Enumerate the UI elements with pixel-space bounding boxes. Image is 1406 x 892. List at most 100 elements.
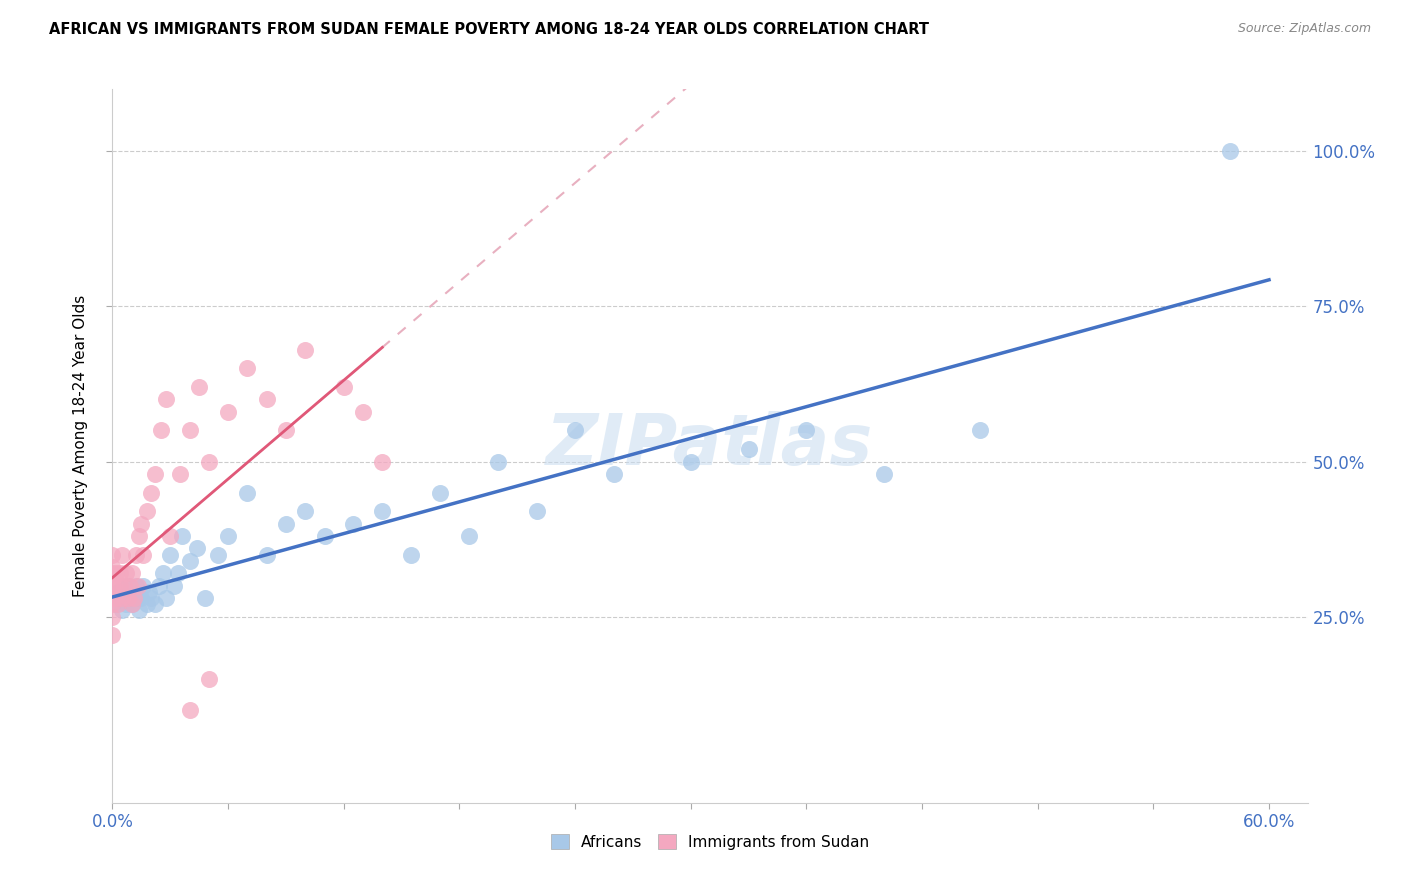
Point (159, 548, 181, 562)
Point (155, 591, 177, 605)
Point (132, 579, 155, 593)
Point (118, 591, 141, 605)
Point (107, 597, 129, 611)
Point (138, 584, 160, 599)
Point (186, 541, 208, 556)
Point (103, 591, 125, 605)
Point (121, 597, 143, 611)
Point (256, 548, 278, 562)
Point (121, 597, 143, 611)
Point (274, 516, 297, 531)
Point (564, 424, 586, 438)
Point (105, 566, 128, 581)
Point (401, 548, 423, 562)
Point (107, 584, 129, 599)
Point (101, 597, 124, 611)
Point (256, 392, 278, 407)
Point (342, 516, 364, 531)
Point (236, 485, 259, 500)
Point (1219, 145, 1241, 159)
Point (352, 405, 374, 419)
Point (179, 554, 201, 568)
Point (115, 566, 138, 581)
Point (101, 609, 124, 624)
Point (139, 591, 162, 605)
Point (139, 485, 162, 500)
Point (167, 566, 190, 581)
Point (131, 591, 153, 605)
Point (188, 380, 211, 394)
Point (294, 504, 316, 518)
Point (132, 548, 155, 562)
Point (179, 424, 201, 438)
Point (217, 529, 239, 543)
Point (872, 467, 894, 481)
Point (207, 548, 229, 562)
Point (136, 504, 159, 518)
Point (108, 566, 131, 581)
Point (236, 361, 259, 376)
Point (163, 579, 186, 593)
Point (117, 591, 139, 605)
Point (602, 467, 624, 481)
Point (737, 442, 759, 456)
Point (170, 529, 193, 543)
Point (429, 485, 451, 500)
Point (101, 579, 124, 593)
Point (371, 504, 394, 518)
Point (118, 579, 141, 593)
Legend: Africans, Immigrants from Sudan: Africans, Immigrants from Sudan (544, 828, 876, 855)
Point (101, 548, 124, 562)
Point (124, 579, 146, 593)
Point (969, 424, 991, 438)
Point (105, 597, 128, 611)
Point (217, 405, 239, 419)
Point (111, 591, 134, 605)
Y-axis label: Female Poverty Among 18-24 Year Olds: Female Poverty Among 18-24 Year Olds (73, 295, 89, 597)
Point (101, 628, 124, 642)
Point (112, 579, 135, 593)
Point (679, 454, 702, 468)
Point (122, 591, 145, 605)
Point (155, 392, 177, 407)
Point (143, 597, 166, 611)
Point (122, 591, 145, 605)
Point (121, 584, 143, 599)
Point (796, 424, 818, 438)
Point (136, 597, 159, 611)
Point (111, 603, 134, 617)
Point (194, 591, 217, 605)
Point (333, 380, 356, 394)
Point (117, 579, 139, 593)
Point (198, 454, 221, 468)
Point (179, 703, 201, 717)
Point (128, 529, 150, 543)
Point (101, 566, 124, 581)
Point (159, 529, 181, 543)
Point (526, 504, 548, 518)
Point (143, 467, 166, 481)
Point (112, 591, 135, 605)
Point (101, 591, 124, 605)
Point (148, 579, 170, 593)
Point (111, 548, 134, 562)
Point (486, 454, 509, 468)
Point (128, 603, 150, 617)
Text: Source: ZipAtlas.com: Source: ZipAtlas.com (1237, 22, 1371, 36)
Point (103, 579, 125, 593)
Point (101, 560, 124, 574)
Point (198, 672, 221, 686)
Point (127, 579, 149, 593)
Point (294, 343, 316, 357)
Point (169, 467, 191, 481)
Point (458, 529, 481, 543)
Text: AFRICAN VS IMMIGRANTS FROM SUDAN FEMALE POVERTY AMONG 18-24 YEAR OLDS CORRELATIO: AFRICAN VS IMMIGRANTS FROM SUDAN FEMALE … (49, 22, 929, 37)
Point (105, 591, 128, 605)
Point (274, 424, 297, 438)
Point (149, 424, 172, 438)
Point (127, 591, 149, 605)
Point (108, 579, 131, 593)
Point (121, 566, 143, 581)
Point (314, 529, 336, 543)
Text: ZIPatlas: ZIPatlas (547, 411, 873, 481)
